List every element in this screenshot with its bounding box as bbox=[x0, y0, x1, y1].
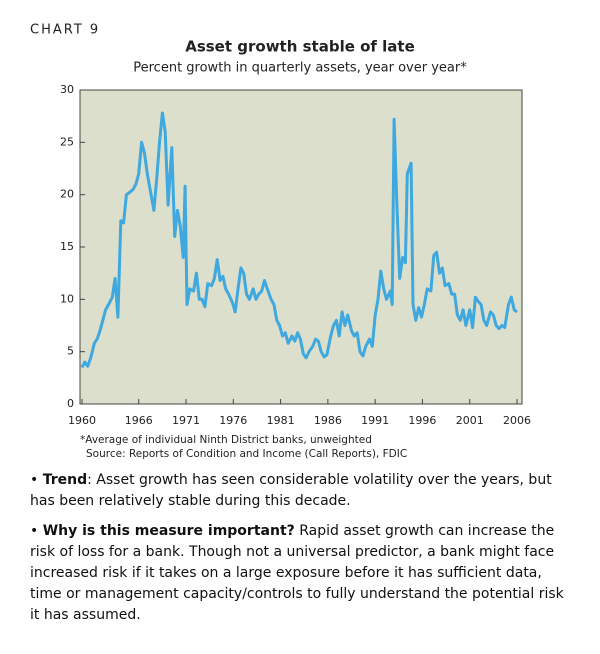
bullet-text: Rapid asset growth can increase the risk… bbox=[30, 523, 564, 623]
x-tick-label: 1986 bbox=[314, 414, 342, 427]
plot-area bbox=[79, 89, 523, 405]
x-tick-label: 1971 bbox=[172, 414, 200, 427]
bullets: Trend: Asset growth has seen considerabl… bbox=[30, 470, 565, 635]
y-tick-label: 20 bbox=[60, 188, 74, 201]
bullet: Why is this measure important? Rapid ass… bbox=[30, 521, 565, 626]
x-tick-label: 1981 bbox=[267, 414, 295, 427]
bullet: Trend: Asset growth has seen considerabl… bbox=[30, 470, 565, 512]
x-tick-label: 1966 bbox=[125, 414, 153, 427]
x-tick-label: 2001 bbox=[456, 414, 484, 427]
chart-subtitle: Percent growth in quarterly assets, year… bbox=[133, 61, 467, 76]
chart: CHART 9 Asset growth stable of late Perc… bbox=[30, 23, 531, 461]
note: Source: Reports of Condition and Income … bbox=[86, 448, 407, 460]
data-line bbox=[80, 111, 518, 369]
bullet-label: Why is this measure important? bbox=[42, 523, 295, 539]
y-tick-label: 25 bbox=[60, 135, 74, 148]
x-tick-label: 1976 bbox=[219, 414, 247, 427]
y-tick-label: 15 bbox=[60, 240, 74, 253]
x-tick-label: 1991 bbox=[361, 414, 389, 427]
x-tick-label: 1996 bbox=[408, 414, 436, 427]
chart-label: CHART 9 bbox=[30, 23, 100, 38]
note: *Average of individual Ninth District ba… bbox=[80, 434, 372, 446]
x-tick-label: 1960 bbox=[68, 414, 96, 427]
y-tick-label: 10 bbox=[60, 292, 74, 305]
chart-title: Asset growth stable of late bbox=[185, 38, 415, 56]
y-tick-label: 0 bbox=[67, 397, 74, 410]
x-tick-label: 2006 bbox=[503, 414, 531, 427]
y-tick-label: 5 bbox=[67, 345, 74, 358]
bullet-text: : Asset growth has seen considerable vol… bbox=[30, 472, 552, 509]
y-tick-label: 30 bbox=[60, 83, 74, 96]
bullet-label: Trend bbox=[42, 472, 88, 488]
